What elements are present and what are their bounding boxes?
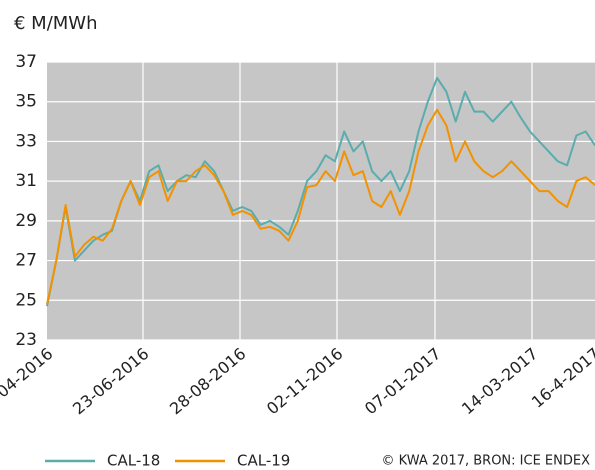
legend-label: CAL-18 [107,452,160,470]
y-tick-label: 33 [15,131,37,151]
x-tick-label: 28-08-2016 [166,344,249,418]
y-tick-label: 37 [15,52,37,72]
data-line [46,108,595,305]
y-tick-label: 29 [15,211,37,231]
y-tick-label: 23 [15,330,37,350]
y-tick-label: 35 [15,92,37,112]
x-tick-label: 04-2016 [0,344,56,402]
x-tick-label: 23-06-2016 [69,344,152,418]
y-tick-label: 27 [15,251,37,271]
x-tick-label: 14-03-2017 [458,344,541,418]
x-tick-label: 16-4-2017 [528,344,595,412]
y-tick-label: 31 [15,171,37,191]
legend-label: CAL-19 [237,452,290,470]
y-axis-label: € M/MWh [14,13,98,34]
x-tick-label: 07-01-2017 [361,344,444,418]
x-tick-label: 02-11-2016 [263,344,346,418]
y-tick-label: 25 [15,290,37,310]
data-line [46,76,595,307]
source: © KWA 2017, BRON: ICE ENDEX [382,454,591,469]
